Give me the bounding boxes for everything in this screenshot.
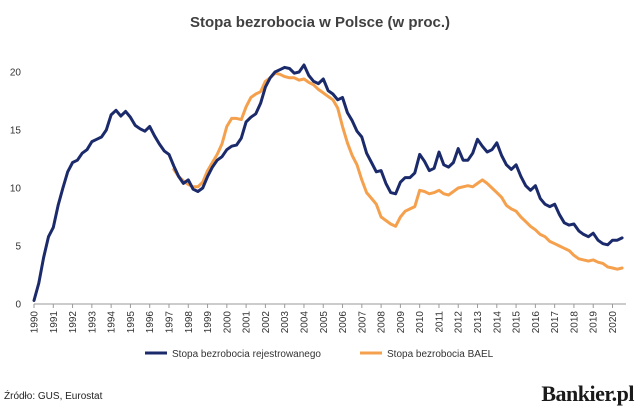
x-tick-label: 2015 <box>512 311 523 334</box>
legend: Stopa bezrobocia rejestrowanego Stopa bez… <box>145 349 494 360</box>
x-tick-label: 1997 <box>164 311 175 334</box>
x-tick-label: 2012 <box>454 311 465 334</box>
y-tick-label: 0 <box>15 300 21 311</box>
x-tick-label: 2002 <box>261 311 272 334</box>
x-tick-label: 2019 <box>589 311 600 334</box>
x-tick-label: 2020 <box>608 311 619 334</box>
source-note: Źródło: GUS, Eurostat <box>4 391 103 402</box>
series-line-registered <box>32 63 624 302</box>
x-tick-label: 1993 <box>87 311 98 334</box>
legend-item-bael-label: Stopa bezrobocia BAEL <box>387 349 494 360</box>
x-tick-label: 1994 <box>107 311 118 334</box>
x-tick-label: 2007 <box>357 311 368 334</box>
series-layer <box>32 63 624 302</box>
x-tick-label: 1998 <box>184 311 195 334</box>
x-tick-label: 2006 <box>338 311 349 334</box>
x-tick-label: 1999 <box>203 311 214 334</box>
x-tick-label: 2017 <box>550 311 561 334</box>
x-tick-label: 2009 <box>396 311 407 334</box>
x-tick-label: 1990 <box>30 311 41 334</box>
chart-title: Stopa bezrobocia w Polsce (w proc.) <box>190 14 450 31</box>
x-tick-label: 1991 <box>49 311 60 334</box>
x-axis-ticks: 1990 1991 1992 1993 1994 1995 1996 1997 1998 1999… <box>30 304 619 334</box>
series-line-bael <box>172 71 624 271</box>
x-tick-label: 2014 <box>492 311 503 334</box>
x-tick-label: 2000 <box>222 311 233 334</box>
x-tick-label: 2011 <box>434 311 445 333</box>
x-tick-label: 2016 <box>531 311 542 334</box>
x-tick-label: 1992 <box>68 311 79 334</box>
x-tick-label: 2013 <box>473 311 484 334</box>
x-tick-label: 2010 <box>415 311 426 334</box>
x-tick-label: 2018 <box>569 311 580 334</box>
y-tick-label: 15 <box>10 126 22 137</box>
legend-item-registered-label: Stopa bezrobocia rejestrowanego <box>172 349 321 360</box>
x-tick-label: 2003 <box>280 311 291 334</box>
y-tick-label: 20 <box>10 68 22 79</box>
y-tick-label: 5 <box>15 242 21 253</box>
x-tick-label: 2005 <box>319 311 330 334</box>
y-tick-label: 10 <box>10 184 22 195</box>
x-tick-label: 2001 <box>242 311 253 334</box>
y-axis-ticks: 0 5 10 15 20 <box>10 68 22 311</box>
x-tick-label: 2008 <box>377 311 388 334</box>
x-tick-label: 2004 <box>299 311 310 334</box>
x-tick-label: 1996 <box>145 311 156 334</box>
brand-logo: Bankier.pl <box>541 381 634 406</box>
x-tick-label: 1995 <box>126 311 137 334</box>
